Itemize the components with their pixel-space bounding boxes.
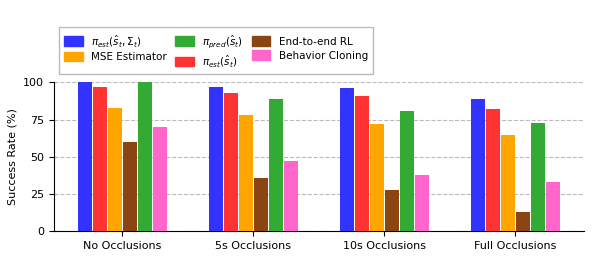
Bar — [239, 115, 253, 231]
Bar — [546, 182, 560, 231]
Y-axis label: Success Rate (%): Success Rate (%) — [7, 109, 17, 205]
Legend: $\pi_{est}(\hat{s}_t, \Sigma_t)$, MSE Estimator, $\pi_{pred}(\hat{s}_t)$, $\pi_{: $\pi_{est}(\hat{s}_t, \Sigma_t)$, MSE Es… — [59, 27, 373, 74]
Bar — [355, 96, 369, 231]
Bar — [400, 111, 414, 231]
Bar — [370, 124, 384, 231]
Bar — [269, 99, 283, 231]
Bar — [501, 135, 515, 231]
Bar — [471, 99, 485, 231]
Bar — [516, 212, 530, 231]
Bar — [531, 123, 545, 231]
Bar — [209, 87, 223, 231]
Bar — [93, 87, 107, 231]
Bar — [340, 88, 353, 231]
Bar — [123, 142, 137, 231]
Bar — [224, 93, 238, 231]
Bar — [486, 109, 499, 231]
Bar — [77, 82, 92, 231]
Bar — [284, 161, 298, 231]
Bar — [138, 82, 152, 231]
Bar — [254, 178, 268, 231]
Bar — [415, 175, 429, 231]
Bar — [108, 108, 122, 231]
Bar — [153, 127, 167, 231]
Bar — [385, 190, 399, 231]
